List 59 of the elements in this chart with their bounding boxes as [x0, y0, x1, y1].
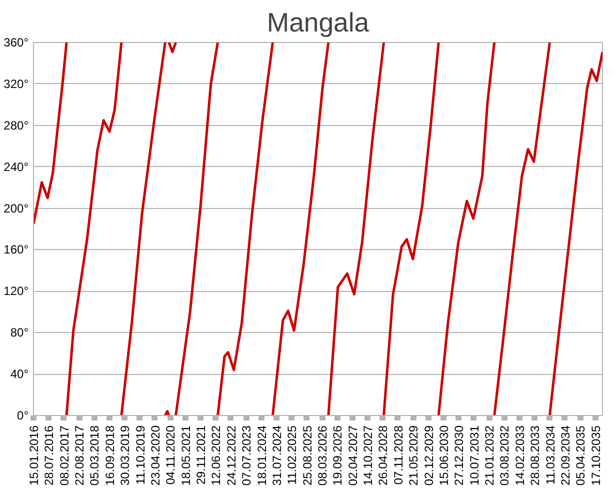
y-tick-label: 40° — [10, 367, 29, 382]
x-tick-label: 05.03.2018 — [88, 425, 102, 486]
line-series — [437, 42, 496, 416]
x-tick-label: 18.05.2021 — [178, 425, 193, 486]
y-tick-label: 0° — [17, 408, 29, 422]
x-tick-label: 24.12.2022 — [224, 425, 238, 486]
line-series — [174, 42, 219, 416]
x-tick-label: 11.02.2025 — [285, 425, 300, 485]
y-tick-label: 240° — [4, 160, 29, 174]
line-series — [34, 42, 68, 226]
x-tick-label: 19.09.2026 — [330, 425, 345, 486]
line-series — [65, 42, 123, 416]
x-tick-label: 31.07.2024 — [270, 425, 284, 486]
line-series — [271, 42, 330, 416]
x-tick-label: 22.09.2034 — [558, 425, 572, 486]
line-series — [548, 50, 602, 416]
x-tick-label: 02.04.2027 — [346, 425, 360, 486]
x-tick-label: 26.04.2028 — [376, 425, 390, 486]
x-tick-label: 11.03.2034 — [543, 425, 558, 485]
x-tick-label: 21.01.2032 — [482, 425, 497, 486]
y-tick-label: 200° — [4, 201, 29, 216]
x-tick-label: 14.10.2027 — [361, 425, 376, 486]
chart-title: Mangala — [266, 8, 370, 38]
y-tick-label: 80° — [10, 326, 29, 340]
x-tick-label: 15.01.2016 — [27, 425, 41, 486]
y-tick-label: 280° — [4, 118, 29, 132]
x-tick-label: 05.04.2035 — [574, 425, 588, 486]
x-tick-label: 12.06.2022 — [209, 425, 224, 486]
x-tick-label: 04.11.2020 — [164, 425, 178, 485]
x-tick-label: 28.07.2016 — [42, 425, 56, 486]
x-tick-label: 11.10.2019 — [133, 425, 148, 485]
x-tick-label: 14.02.2033 — [512, 425, 527, 486]
line-series — [327, 42, 386, 416]
x-tick-label: 02.12.2029 — [422, 425, 436, 486]
x-tick-label: 07.07.2023 — [240, 425, 254, 486]
line-series — [382, 42, 440, 416]
x-tick-label: 29.11.2021 — [194, 425, 208, 485]
x-tick-label: 27.12.2030 — [452, 425, 466, 486]
line-series — [216, 42, 274, 416]
y-tick-label: 160° — [4, 242, 29, 257]
x-tick-label: 08.03.2026 — [316, 425, 330, 486]
x-tick-label: 03.08.2032 — [498, 425, 512, 486]
y-tick-label: 320° — [4, 76, 29, 91]
x-tick-label: 07.11.2028 — [391, 425, 406, 485]
x-tick-label: 21.05.2029 — [406, 425, 421, 486]
y-tick-label: 360° — [4, 36, 29, 50]
x-tick-label: 23.04.2020 — [148, 425, 162, 486]
y-tick-label: 120° — [4, 284, 29, 298]
x-tick-label: 16.09.2018 — [102, 425, 117, 486]
x-tick-label: 18.01.2024 — [254, 425, 269, 486]
x-tick-label: 15.06.2030 — [436, 425, 451, 486]
line-series — [493, 42, 551, 416]
x-tick-label: 25.08.2025 — [300, 425, 314, 486]
x-tick-label: 30.03.2019 — [118, 425, 132, 486]
x-tick-label: 22.08.2017 — [72, 425, 87, 486]
x-tick-label: 28.08.2033 — [528, 425, 542, 486]
x-tick-label: 08.02.2017 — [57, 425, 72, 486]
x-tick-label: 10.07.2031 — [467, 425, 482, 486]
x-tick-label: 17.10.2035 — [588, 425, 603, 486]
